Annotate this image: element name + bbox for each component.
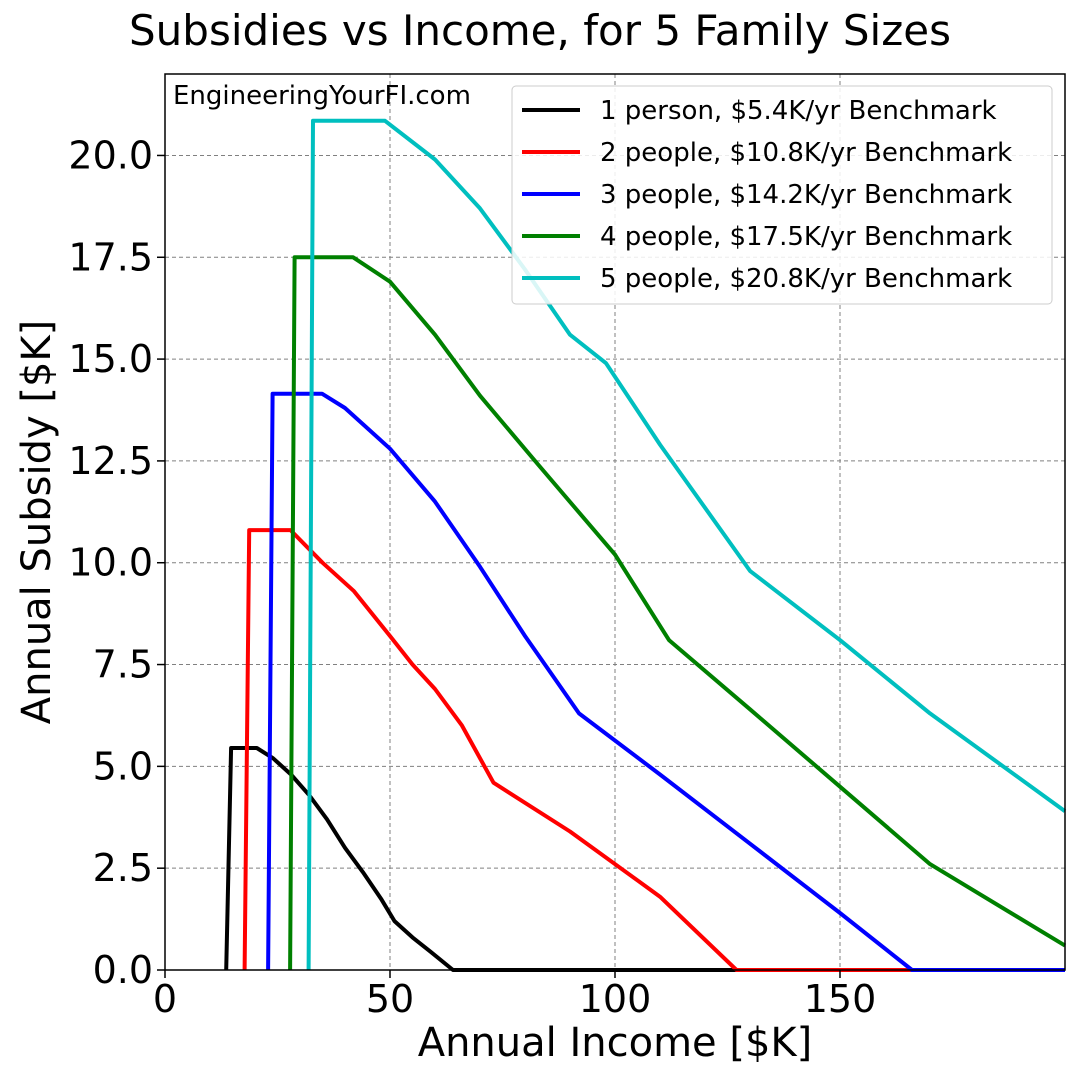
series-line-5 [306,118,1067,971]
y-tick-label: 20.0 [68,133,153,177]
legend-label: 1 person, $5.4K/yr Benchmark [600,96,997,126]
x-tick-label: 100 [579,977,652,1021]
series-lines [224,118,1067,972]
chart-title: Subsidies vs Income, for 5 Family Sizes [129,6,951,55]
legend: 1 person, $5.4K/yr Benchmark 2 people, $1… [511,85,1053,305]
x-tick-label: 150 [804,977,877,1021]
legend-label: 3 people, $14.2K/yr Benchmark [600,180,1012,210]
axis-ticks: 0 50 100 150 0.0 2.5 5.0 7.5 10.0 12.5 15.0 17.5 20.… [68,133,876,1021]
series-line-4 [288,255,1067,971]
y-tick-label: 7.5 [93,643,153,687]
legend-label: 4 people, $17.5K/yr Benchmark [600,222,1012,252]
x-axis-label: Annual Income [$K] [418,1020,813,1066]
series-line-2 [242,528,1065,972]
series-line-3 [266,391,1065,972]
y-tick-label: 15.0 [68,337,153,381]
legend-label: 2 people, $10.8K/yr Benchmark [600,138,1012,168]
y-tick-label: 5.0 [93,744,153,788]
y-tick-label: 12.5 [68,439,153,483]
y-tick-label: 0.0 [93,948,153,992]
y-tick-label: 2.5 [93,846,153,890]
x-tick-label: 0 [153,977,177,1021]
y-tick-label: 17.5 [68,235,153,279]
legend-box [511,85,1053,305]
legend-label: 5 people, $20.8K/yr Benchmark [600,264,1012,294]
series-line-1 [224,746,1065,972]
y-axis-label: Annual Subsidy [$K] [14,320,60,725]
watermark-text: EngineeringYourFI.com [173,81,471,111]
x-tick-label: 50 [366,977,414,1021]
y-tick-label: 10.0 [68,541,153,585]
